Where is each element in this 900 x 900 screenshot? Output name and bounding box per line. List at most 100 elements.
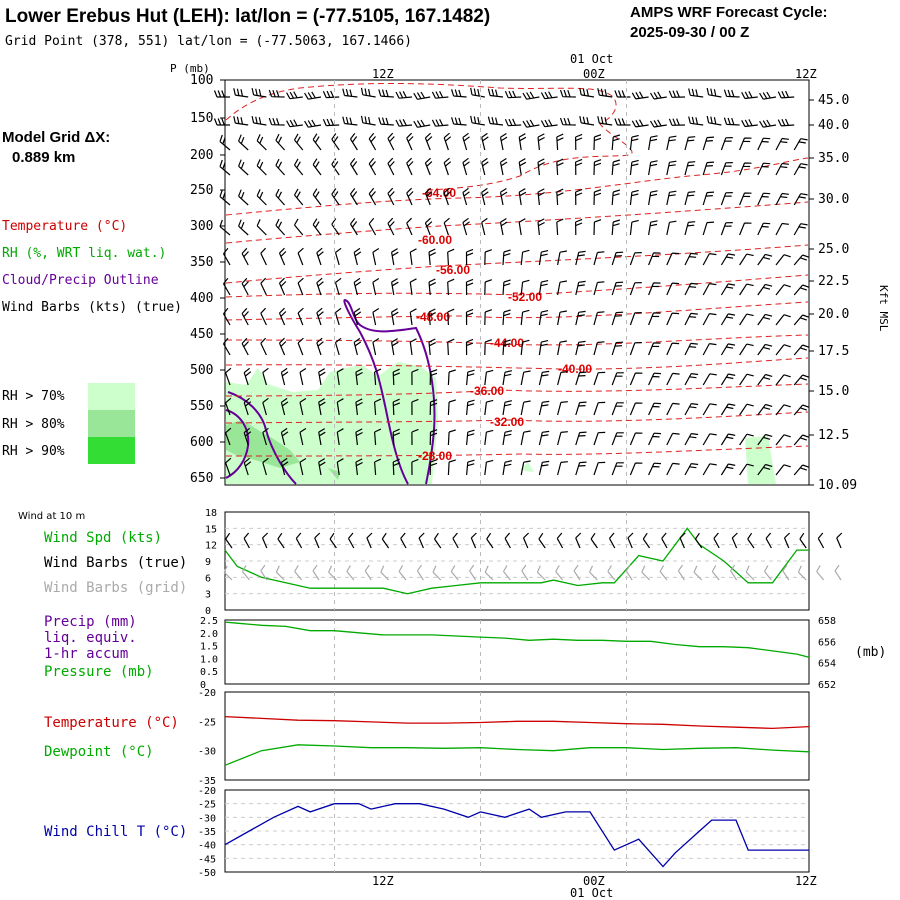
upper-wind-barb	[520, 400, 531, 416]
upper-wind-barb	[374, 428, 382, 446]
surface-wind-barb	[556, 532, 564, 549]
temp-contour-40	[225, 357, 809, 370]
temperature-tick-label: -35	[198, 776, 216, 787]
upper-wind-barb	[318, 398, 326, 416]
upper-wind-barb	[372, 307, 380, 326]
grid-wind-barb	[312, 564, 320, 581]
wind-chill-tick-label: -50	[198, 868, 216, 879]
upper-wind-barb	[793, 314, 810, 326]
upper-wind-barb	[648, 402, 662, 416]
upper-wind-barb	[349, 218, 358, 236]
upper-wind-barb	[579, 115, 595, 126]
upper-wind-barb	[759, 91, 777, 100]
upper-wind-barb	[739, 403, 754, 416]
temp-label: -32.00	[490, 415, 524, 429]
upper-wind-barb	[502, 460, 513, 476]
upper-wind-barb	[739, 137, 752, 151]
upper-wind-barb	[518, 133, 527, 151]
upper-wind-barb	[684, 403, 699, 416]
bottom-tick-12z-b: 12Z	[795, 874, 817, 888]
upper-wind-barb	[684, 161, 696, 176]
upper-wind-barb	[406, 132, 414, 151]
upper-wind-barb	[256, 134, 267, 151]
surface-wind-barb	[295, 532, 303, 549]
surface-wind-barb	[277, 532, 285, 549]
upper-wind-barb	[775, 434, 791, 446]
upper-wind-barb	[256, 159, 267, 176]
upper-wind-barb	[759, 119, 777, 128]
upper-wind-barb	[631, 91, 649, 100]
upper-wind-barb	[538, 340, 549, 356]
upper-wind-barb	[775, 162, 789, 176]
upper-wind-barb	[614, 90, 631, 98]
surface-wind-barb	[661, 532, 668, 549]
grid-wind-barb	[260, 564, 268, 581]
upper-wind-barb	[518, 188, 527, 206]
height-tick-label: 35.0	[818, 151, 849, 166]
upper-wind-barb	[409, 308, 417, 326]
temp-contour-28	[225, 445, 809, 457]
upper-wind-barb	[374, 368, 382, 386]
upper-wind-barb	[499, 157, 508, 176]
upper-wind-barb	[757, 137, 771, 151]
upper-wind-barb	[222, 337, 231, 356]
upper-wind-barb	[225, 427, 232, 446]
upper-wind-barb	[431, 91, 449, 99]
surface-wind-barb	[765, 532, 772, 549]
upper-wind-barb	[702, 283, 717, 296]
upper-wind-barb	[431, 119, 449, 127]
upper-wind-barb	[559, 117, 576, 126]
upper-wind-barb	[629, 342, 642, 356]
grid-wind-barb	[484, 565, 494, 581]
upper-wind-barb	[557, 431, 568, 446]
grid-point-subtitle: Grid Point (378, 551) lat/lon = (-77.506…	[5, 34, 412, 49]
surface-wind-barb	[713, 532, 720, 549]
upper-wind-barb	[409, 278, 417, 296]
upper-wind-barb	[593, 401, 606, 416]
upper-wind-barb	[387, 217, 395, 236]
pressure-unit: (mb)	[855, 645, 886, 660]
pressure-tick-label: 200	[190, 148, 213, 163]
upper-wind-barb	[611, 134, 621, 151]
upper-wind-barb	[424, 217, 433, 236]
upper-wind-barb	[280, 457, 289, 476]
upper-wind-barb	[293, 188, 304, 206]
upper-wind-barb	[629, 252, 642, 266]
upper-wind-barb	[793, 254, 810, 266]
upper-wind-barb	[443, 187, 452, 206]
top-tick-12z-b: 12Z	[795, 67, 817, 81]
wind-chill-legend: Wind Chill T (°C)	[44, 824, 187, 840]
upper-wind-barb	[275, 188, 286, 206]
upper-wind-barb	[666, 372, 680, 386]
upper-wind-barb	[518, 218, 526, 236]
upper-wind-barb	[334, 337, 342, 356]
upper-wind-barb	[629, 189, 639, 206]
upper-wind-barb	[424, 187, 433, 206]
grid-wind-barb	[659, 565, 668, 581]
rh70-region	[226, 362, 776, 484]
upper-wind-barb	[499, 187, 508, 206]
upper-wind-barb	[318, 458, 326, 476]
upper-wind-barb	[233, 116, 249, 126]
temp-label: -56.00	[436, 263, 470, 277]
upper-wind-barb	[411, 398, 419, 416]
temperature-legend: Temperature (°C)	[44, 715, 179, 731]
height-tick-label: 15.0	[818, 384, 849, 399]
upper-wind-barb	[299, 457, 307, 476]
upper-wind-barb	[538, 280, 549, 296]
upper-wind-barb	[465, 278, 474, 296]
wind-chill-tick-label: -40	[198, 841, 216, 852]
upper-wind-barb	[522, 119, 540, 128]
upper-wind-barb	[465, 338, 474, 356]
upper-wind-barb	[280, 367, 289, 386]
grid-wind-barb	[641, 565, 651, 581]
upper-wind-barb	[391, 338, 399, 356]
upper-wind-barb	[280, 397, 289, 416]
upper-wind-barb	[688, 88, 704, 98]
upper-wind-barb	[260, 247, 267, 266]
upper-wind-barb	[775, 404, 791, 416]
grid-wind-barb	[745, 565, 755, 581]
upper-wind-barb	[575, 340, 586, 356]
upper-wind-barb	[557, 371, 568, 386]
upper-wind-barb	[702, 253, 717, 266]
